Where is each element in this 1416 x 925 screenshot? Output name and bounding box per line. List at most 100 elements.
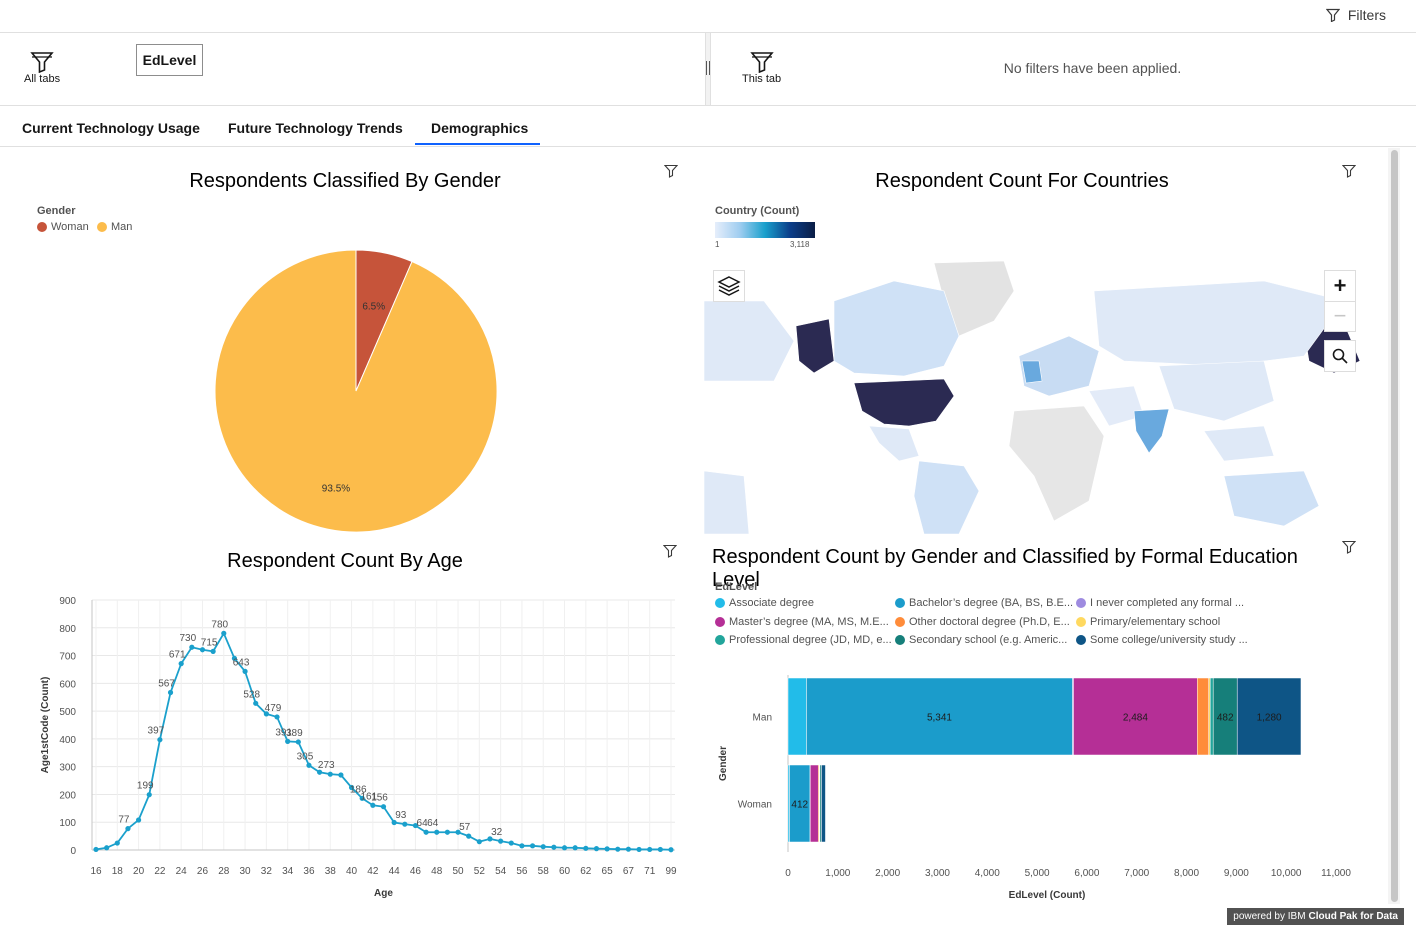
- bar-segment[interactable]: [806, 677, 1073, 756]
- data-point[interactable]: [348, 784, 355, 791]
- data-point[interactable]: [125, 826, 131, 832]
- data-point[interactable]: [306, 762, 312, 768]
- data-point[interactable]: [210, 648, 216, 654]
- bar-segment[interactable]: [1073, 677, 1198, 756]
- data-point[interactable]: [359, 795, 365, 801]
- tab-demographics[interactable]: Demographics: [431, 120, 529, 136]
- filters-button[interactable]: Filters: [1325, 4, 1386, 26]
- data-point[interactable]: [295, 739, 301, 745]
- data-point[interactable]: [370, 802, 376, 808]
- data-point[interactable]: [668, 847, 674, 853]
- data-point[interactable]: [604, 846, 610, 852]
- data-point[interactable]: [114, 840, 120, 846]
- data-point[interactable]: [380, 804, 387, 810]
- this-tab-filter-button[interactable]: This tab: [742, 51, 781, 85]
- data-point[interactable]: [157, 737, 163, 743]
- data-point[interactable]: [135, 817, 142, 823]
- filter-pane-divider[interactable]: [705, 33, 711, 105]
- data-point[interactable]: [242, 668, 248, 674]
- data-point[interactable]: [561, 845, 568, 851]
- data-point[interactable]: [104, 845, 110, 851]
- data-point[interactable]: [231, 655, 238, 661]
- data-point[interactable]: [444, 829, 450, 835]
- data-point[interactable]: [476, 839, 482, 845]
- data-point[interactable]: [263, 711, 269, 717]
- data-point[interactable]: [189, 644, 195, 650]
- bar-segment[interactable]: [787, 677, 807, 756]
- data-point[interactable]: [572, 845, 578, 851]
- scrollbar-thumb[interactable]: [1391, 150, 1398, 902]
- data-point[interactable]: [221, 630, 227, 636]
- bar-segment[interactable]: [1236, 677, 1302, 756]
- age-line-chart[interactable]: 0 100 200 300 400 500 600 700 800 900 16 18 20 22 24 26…: [30, 590, 690, 905]
- widget-filter-icon[interactable]: [663, 544, 677, 558]
- data-point[interactable]: [93, 846, 99, 853]
- legend-label: Primary/elementary school: [1090, 615, 1221, 628]
- legend-item-edlevel[interactable]: Master’s degree (MA, MS, M.E...: [715, 616, 889, 628]
- widget-filter-icon[interactable]: [664, 164, 678, 178]
- data-point[interactable]: [434, 829, 440, 835]
- legend-item-edlevel[interactable]: Associate degree: [715, 597, 814, 609]
- legend-item-edlevel[interactable]: Other doctoral degree (Ph.D, E...: [895, 616, 1070, 628]
- data-point[interactable]: [615, 846, 621, 852]
- data-point[interactable]: [167, 689, 174, 696]
- data-point[interactable]: [498, 838, 504, 844]
- divider-grip-icon[interactable]: [706, 61, 710, 75]
- data-point[interactable]: [657, 846, 663, 853]
- data-point[interactable]: [327, 771, 333, 777]
- data-point[interactable]: [593, 846, 600, 852]
- edu-stacked-bar-chart[interactable]: 0 1,000 2,000 3,000 4,000 5,000 6,000 7,000 8,00…: [705, 670, 1365, 905]
- legend-item-edlevel[interactable]: Professional degree (JD, MD, e...: [715, 634, 892, 646]
- legend-item-edlevel[interactable]: Some college/university study ...: [1076, 634, 1248, 646]
- line-data-label: 389: [286, 728, 303, 739]
- legend-item-edlevel[interactable]: I never completed any formal ...: [1076, 597, 1244, 609]
- data-point[interactable]: [625, 846, 632, 852]
- data-point[interactable]: [423, 829, 429, 835]
- data-point[interactable]: [487, 836, 493, 842]
- data-point[interactable]: [508, 840, 514, 846]
- legend-item-man[interactable]: Man: [97, 221, 132, 233]
- zoom-in-icon[interactable]: +: [1333, 273, 1347, 298]
- data-point[interactable]: [519, 843, 525, 849]
- world-map[interactable]: [704, 261, 1365, 534]
- legend-item-edlevel[interactable]: Secondary school (e.g. Americ...: [895, 634, 1067, 646]
- data-point[interactable]: [178, 661, 184, 667]
- pie-slice-man[interactable]: [214, 249, 498, 533]
- data-point[interactable]: [146, 792, 152, 798]
- data-point[interactable]: [338, 772, 344, 778]
- legend-item-edlevel[interactable]: Primary/elementary school: [1076, 616, 1220, 628]
- data-point[interactable]: [317, 769, 323, 775]
- bar-segment[interactable]: [1209, 677, 1214, 756]
- x-axis-title: EdLevel (Count): [1009, 890, 1086, 901]
- data-point[interactable]: [199, 647, 206, 653]
- data-point[interactable]: [455, 829, 461, 835]
- widget-filter-icon[interactable]: [1342, 540, 1356, 554]
- tab-current-technology-usage[interactable]: Current Technology Usage: [22, 120, 200, 136]
- data-point[interactable]: [529, 843, 536, 849]
- data-point[interactable]: [412, 822, 419, 829]
- widget-filter-icon[interactable]: [1342, 164, 1356, 178]
- map-search-button[interactable]: [1324, 340, 1356, 372]
- zoom-out-icon[interactable]: −: [1325, 301, 1355, 331]
- data-point[interactable]: [402, 821, 408, 827]
- bar-segment[interactable]: [810, 764, 819, 843]
- data-point[interactable]: [391, 819, 397, 826]
- data-point[interactable]: [274, 714, 280, 720]
- bar-segment[interactable]: [821, 764, 826, 843]
- data-point[interactable]: [647, 846, 653, 853]
- bar-segment[interactable]: [1197, 677, 1209, 756]
- map-layers-button[interactable]: [713, 270, 745, 302]
- legend-item-woman[interactable]: Woman: [37, 221, 89, 233]
- data-point[interactable]: [466, 833, 472, 839]
- data-point[interactable]: [285, 738, 291, 744]
- gender-pie-chart[interactable]: 6.5% 93.5%: [200, 240, 512, 544]
- data-point[interactable]: [636, 846, 642, 853]
- tab-future-technology-trends[interactable]: Future Technology Trends: [228, 120, 403, 136]
- all-tabs-filter-button[interactable]: All tabs: [24, 51, 60, 85]
- data-point[interactable]: [551, 844, 557, 850]
- data-point[interactable]: [583, 845, 589, 851]
- data-point[interactable]: [540, 844, 546, 850]
- legend-item-edlevel[interactable]: Bachelor’s degree (BA, BS, B.E...: [895, 597, 1073, 609]
- data-point[interactable]: [253, 700, 259, 706]
- edlevel-filter-chip[interactable]: EdLevel: [136, 44, 203, 76]
